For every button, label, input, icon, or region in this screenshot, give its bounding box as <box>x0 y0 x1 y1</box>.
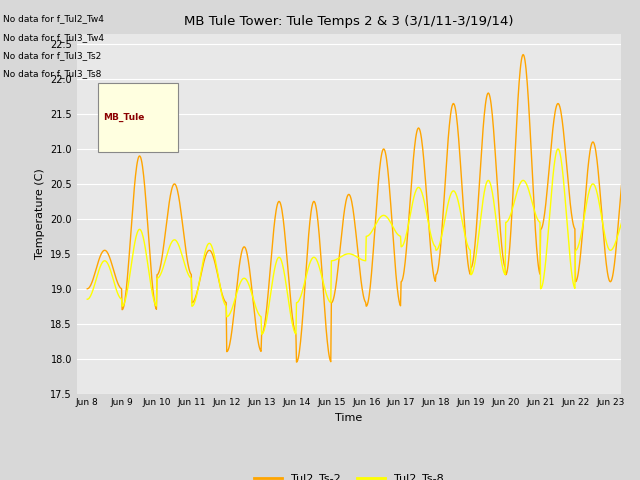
Text: No data for f_Tul3_Ts8: No data for f_Tul3_Ts8 <box>3 69 102 78</box>
Text: MB_Tule: MB_Tule <box>103 113 145 122</box>
Text: No data for f_Tul3_Ts2: No data for f_Tul3_Ts2 <box>3 51 102 60</box>
Y-axis label: Temperature (C): Temperature (C) <box>35 168 45 259</box>
FancyBboxPatch shape <box>98 83 178 153</box>
X-axis label: Time: Time <box>335 413 362 423</box>
Text: No data for f_Tul3_Tw4: No data for f_Tul3_Tw4 <box>3 33 104 42</box>
Legend: Tul2_Ts-2, Tul2_Ts-8: Tul2_Ts-2, Tul2_Ts-8 <box>250 469 448 480</box>
Text: No data for f_Tul2_Tw4: No data for f_Tul2_Tw4 <box>3 14 104 24</box>
Title: MB Tule Tower: Tule Temps 2 & 3 (3/1/11-3/19/14): MB Tule Tower: Tule Temps 2 & 3 (3/1/11-… <box>184 15 513 28</box>
